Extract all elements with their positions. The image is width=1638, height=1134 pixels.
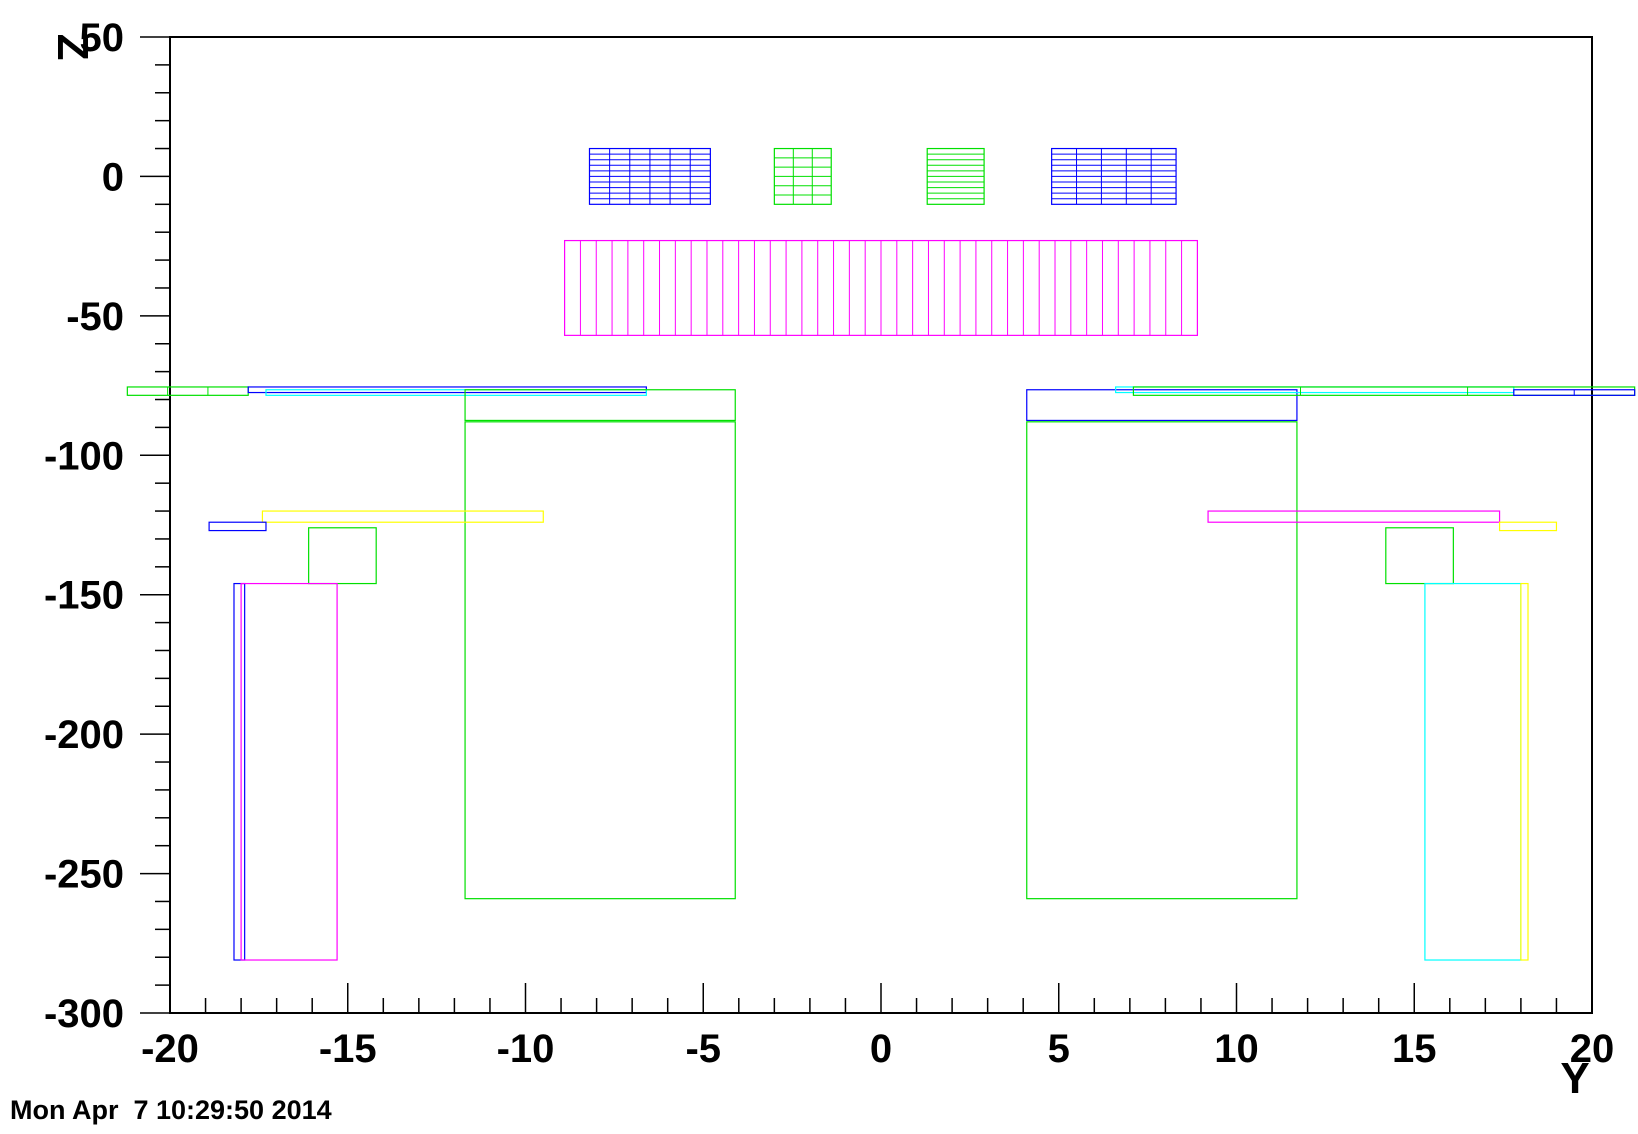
volume-rect-13: [1132, 386, 1636, 396]
volume-rect-11: [1026, 421, 1298, 900]
volume-rect-10: [1026, 389, 1298, 422]
volume-rect-21: [233, 582, 246, 961]
volume-rect-15: [261, 510, 544, 523]
y-tick-label: 50: [80, 16, 125, 60]
volume-outline: [126, 386, 249, 396]
volume-rect-3: [1051, 147, 1177, 205]
volume-rect-22: [240, 582, 338, 961]
x-tick-label: -15: [319, 1027, 377, 1071]
axes-layer: -20 -15 -10 -5 0 5 10 15 20500-50-100-150-200-25…: [44, 16, 1614, 1071]
volume-outline: [1026, 389, 1298, 422]
y-tick-label: -300: [44, 992, 124, 1036]
volume-rect-16: [208, 521, 267, 532]
volume-rect-1: [773, 147, 832, 205]
x-tick-label: 10: [1214, 1027, 1259, 1071]
volume-rect-7: [265, 389, 647, 396]
y-axis-title: Z: [48, 34, 97, 61]
volume-rect-20: [1385, 527, 1454, 585]
x-tick-label: 15: [1392, 1027, 1437, 1071]
volume-outline: [1132, 386, 1636, 396]
volume-outline: [464, 389, 736, 422]
plot-frame: [169, 36, 1593, 1014]
y-tick-label: -150: [44, 574, 124, 618]
y-tick-label: -50: [66, 295, 124, 339]
y-tick-label: -200: [44, 713, 124, 757]
volume-outline: [308, 527, 377, 585]
x-tick-label: -10: [497, 1027, 555, 1071]
y-tick-label: 0: [102, 155, 124, 199]
volume-rect-18: [1207, 510, 1501, 523]
volume-outline: [261, 510, 544, 523]
volume-outline: [1385, 527, 1454, 585]
volume-rect-8: [464, 389, 736, 422]
volume-rect-14: [1513, 389, 1636, 396]
x-tick-label: 5: [1048, 1027, 1070, 1071]
volume-outline: [464, 421, 736, 900]
volume-rect-23: [1424, 582, 1522, 961]
volume-outline: [265, 389, 647, 396]
volume-outline: [240, 582, 338, 961]
volume-rect-24: [1520, 582, 1529, 961]
timestamp: Mon Apr 7 10:29:50 2014: [10, 1095, 332, 1125]
volume-rect-9: [464, 421, 736, 900]
volume-rect-0: [588, 147, 711, 205]
volume-outline: [1424, 582, 1522, 961]
x-tick-label: -20: [141, 1027, 199, 1071]
volume-outline: [233, 582, 246, 961]
volume-outline: [208, 521, 267, 532]
volume-rect-17: [308, 527, 377, 585]
volume-outline: [1026, 421, 1298, 900]
y-tick-label: -250: [44, 853, 124, 897]
volume-rect-4: [564, 239, 1198, 336]
volume-outline: [1520, 582, 1529, 961]
x-tick-label: -5: [685, 1027, 721, 1071]
x-axis-title: Y: [1560, 1054, 1589, 1103]
x-tick-label: 0: [870, 1027, 892, 1071]
volume-rect-2: [926, 147, 985, 205]
volume-outline: [1207, 510, 1501, 523]
rects-layer: [126, 147, 1636, 961]
volume-rect-19: [1498, 521, 1558, 532]
volume-outline: [1498, 521, 1558, 532]
y-tick-label: -100: [44, 434, 124, 478]
volume-rect-5: [126, 386, 249, 396]
x-tick-label: 20: [1570, 1027, 1615, 1071]
